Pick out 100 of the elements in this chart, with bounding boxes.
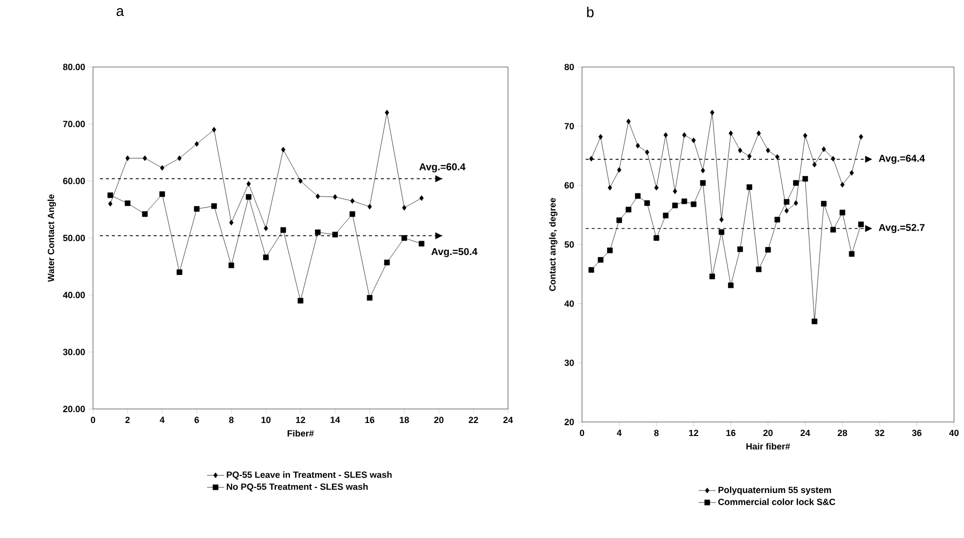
legend-label: Commercial color lock S&C [718, 498, 836, 506]
legend-label: Polyquaternium 55 system [718, 486, 831, 495]
x-axis-title: Fiber# [288, 430, 314, 437]
x-tick-label: 22 [468, 416, 478, 424]
point [802, 176, 808, 182]
point [298, 298, 304, 304]
point [737, 246, 743, 252]
point [589, 156, 594, 162]
point [142, 211, 148, 217]
legend-label: PQ-55 Leave in Treatment - SLES wash [226, 471, 392, 480]
point [709, 274, 716, 280]
x-tick-label: 36 [912, 430, 922, 436]
y-tick-label: 60 [564, 182, 574, 189]
point [124, 200, 130, 206]
point [418, 240, 424, 246]
point [177, 155, 182, 161]
point [588, 267, 594, 273]
chart-title: b [587, 6, 594, 18]
point [747, 154, 752, 160]
point [682, 132, 686, 138]
y-tick-label: 50.00 [63, 234, 85, 242]
point [682, 198, 688, 204]
point [858, 222, 864, 228]
x-tick-label: 16 [726, 430, 736, 436]
point [332, 194, 338, 200]
point [176, 269, 182, 275]
point [608, 184, 612, 190]
point [316, 194, 320, 200]
point [160, 165, 164, 171]
point [228, 262, 234, 268]
point [368, 204, 372, 210]
point [728, 282, 734, 288]
point [848, 251, 854, 257]
x-tick-label: 20 [763, 430, 773, 436]
y-tick-label: 40.00 [62, 292, 85, 298]
ref-line-label: Avg.=60.4 [419, 163, 466, 172]
point [263, 254, 269, 260]
y-tick-label: 40 [564, 300, 574, 307]
point [664, 132, 668, 138]
point [626, 206, 632, 212]
point [672, 188, 678, 194]
x-tick-label: 4 [616, 430, 622, 436]
point [644, 200, 650, 206]
point [636, 142, 640, 148]
x-tick-label: 4 [160, 416, 165, 423]
point [850, 170, 854, 176]
chart-title: a [116, 8, 124, 16]
point [194, 141, 199, 147]
point [635, 193, 641, 199]
point [125, 155, 130, 161]
x-tick-label: 28 [838, 430, 848, 436]
ref-line-label: Avg.=64.4 [878, 154, 925, 164]
point [419, 195, 424, 201]
point [690, 201, 696, 208]
point [719, 216, 724, 222]
x-tick-label: 8 [229, 416, 234, 424]
x-tick-label: 2 [125, 416, 130, 424]
y-tick-label: 70.00 [63, 120, 85, 128]
point [159, 191, 165, 197]
point [229, 220, 234, 226]
point [598, 257, 604, 263]
point [280, 227, 286, 233]
point [626, 118, 631, 124]
point [691, 138, 696, 144]
point [775, 154, 780, 160]
point [803, 132, 808, 138]
point [830, 156, 836, 162]
point [718, 229, 724, 235]
point [246, 181, 251, 187]
point [662, 212, 668, 218]
point [746, 184, 752, 190]
point [774, 216, 780, 222]
point [350, 198, 355, 204]
x-tick-label: 18 [400, 416, 409, 424]
point [821, 200, 827, 206]
point [840, 182, 845, 188]
point [793, 180, 799, 186]
y-tick-label: 80 [564, 64, 574, 70]
y-tick-label: 30.00 [63, 348, 85, 356]
y-tick-label: 20.00 [63, 406, 85, 412]
point [598, 134, 603, 140]
point [384, 260, 390, 266]
point [654, 235, 660, 241]
point [756, 266, 762, 272]
point [350, 211, 356, 217]
x-tick-label: 10 [262, 416, 271, 424]
x-tick-label: 14 [330, 416, 340, 423]
x-tick-label: 12 [689, 430, 698, 436]
point [830, 226, 836, 232]
point [765, 247, 771, 253]
x-tick-label: 0 [90, 416, 96, 424]
y-axis-title: Water Contact Angle [48, 194, 56, 282]
point [710, 110, 714, 116]
point [194, 206, 200, 212]
point [108, 192, 114, 198]
point [617, 167, 622, 173]
x-tick-label: 8 [654, 430, 659, 436]
x-tick-label: 32 [874, 430, 884, 436]
x-axis-title: Hair fiber# [746, 442, 790, 450]
point [616, 217, 622, 224]
